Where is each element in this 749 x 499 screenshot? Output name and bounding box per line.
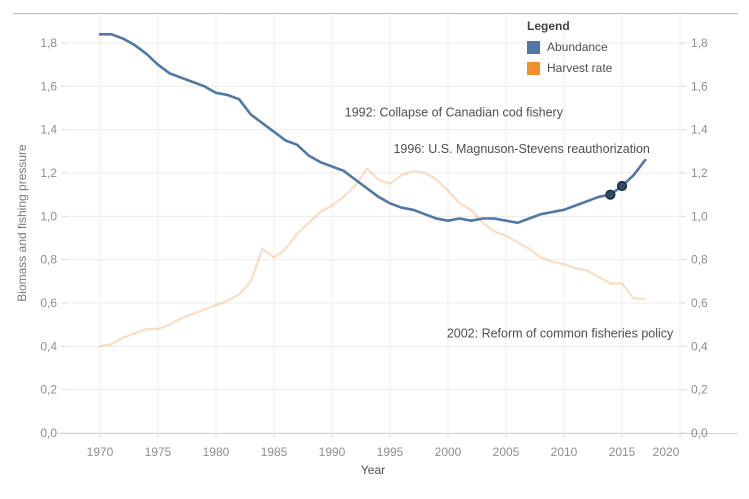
y-axis-tick-label: 0,8 (40, 253, 57, 267)
legend-item-abundance[interactable]: Abundance (527, 40, 612, 54)
y-axis-tick-label-right: 0,8 (691, 253, 708, 267)
annotation-text: 1996: U.S. Magnuson-Stevens reauthorizat… (393, 142, 649, 156)
y-axis-tick-label: 1,4 (40, 123, 57, 137)
y-axis-tick-label-right: 0,0 (691, 426, 708, 440)
harvest-rate-line[interactable] (98, 167, 647, 348)
x-axis-tick-label: 1995 (377, 445, 404, 459)
highlighted-point[interactable] (605, 189, 616, 200)
y-axis-tick-label-right: 1,6 (691, 79, 708, 93)
y-axis-tick-label: 1,0 (40, 209, 57, 223)
y-axis-tick-label: 1,2 (40, 166, 57, 180)
axis-label-layer: 0,0 0,0 0,2 0,2 0,4 0,4 0,6 0,6 0,8 0,8 1,0 1,0 1,2 1… (40, 36, 708, 459)
legend-item-harvest-rate[interactable]: Harvest rate (527, 61, 612, 75)
x-axis-tick-label: 1970 (87, 445, 114, 459)
y-axis-tick-label: 0,0 (40, 426, 57, 440)
x-axis-title: Year (361, 463, 385, 477)
y-axis-tick-label-right: 1,4 (691, 123, 708, 137)
x-axis-tick-label: 2000 (435, 445, 462, 459)
annotation-text: 1992: Collapse of Canadian cod fishery (345, 105, 564, 119)
x-axis-tick-label: 1975 (145, 445, 172, 459)
y-axis-tick-label-right: 1,2 (691, 166, 708, 180)
x-axis-tick-label: 1990 (319, 445, 346, 459)
highlighted-point[interactable] (616, 180, 628, 192)
series-layer (98, 33, 647, 348)
x-axis-tick-label: 1985 (261, 445, 288, 459)
y-axis-tick-label: 1,8 (40, 36, 57, 50)
harvest-rate-swatch-icon (527, 61, 540, 75)
y-axis-tick-label-right: 1,8 (691, 36, 708, 50)
chart-legend: Legend Abundance Harvest rate (527, 19, 612, 82)
abundance-swatch-icon (527, 40, 540, 54)
y-axis-tick-label-right: 1,0 (691, 209, 708, 223)
x-axis-tick-label: 2005 (493, 445, 520, 459)
x-axis-tick-label: 2020 (653, 445, 680, 459)
y-axis-tick-label-right: 0,4 (691, 339, 708, 353)
x-axis-tick-label: 1980 (203, 445, 230, 459)
y-axis-tick-label: 0,2 (40, 383, 57, 397)
legend-item-label: Harvest rate (547, 61, 613, 75)
y-axis-title: Biomass and fishing pressure (15, 144, 29, 302)
x-axis-tick-label: 2015 (609, 445, 636, 459)
legend-item-label: Abundance (547, 40, 608, 54)
y-axis-tick-label: 1,6 (40, 79, 57, 93)
abundance-line[interactable] (98, 33, 647, 225)
grid-layer (13, 13, 738, 438)
y-axis-tick-label: 0,6 (40, 296, 57, 310)
y-axis-tick-label-right: 0,2 (691, 383, 708, 397)
y-axis-tick-label-right: 0,6 (691, 296, 708, 310)
annotation-text: 2002: Reform of common fisheries policy (447, 326, 674, 340)
legend-title: Legend (527, 19, 570, 33)
y-axis-tick-label: 0,4 (40, 339, 57, 353)
x-axis-tick-label: 2010 (551, 445, 578, 459)
